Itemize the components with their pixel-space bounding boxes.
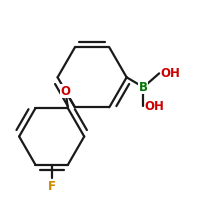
Text: OH: OH bbox=[144, 100, 164, 113]
Text: OH: OH bbox=[160, 67, 180, 80]
Text: F: F bbox=[48, 180, 56, 193]
Text: O: O bbox=[60, 85, 70, 98]
Text: B: B bbox=[139, 81, 148, 94]
